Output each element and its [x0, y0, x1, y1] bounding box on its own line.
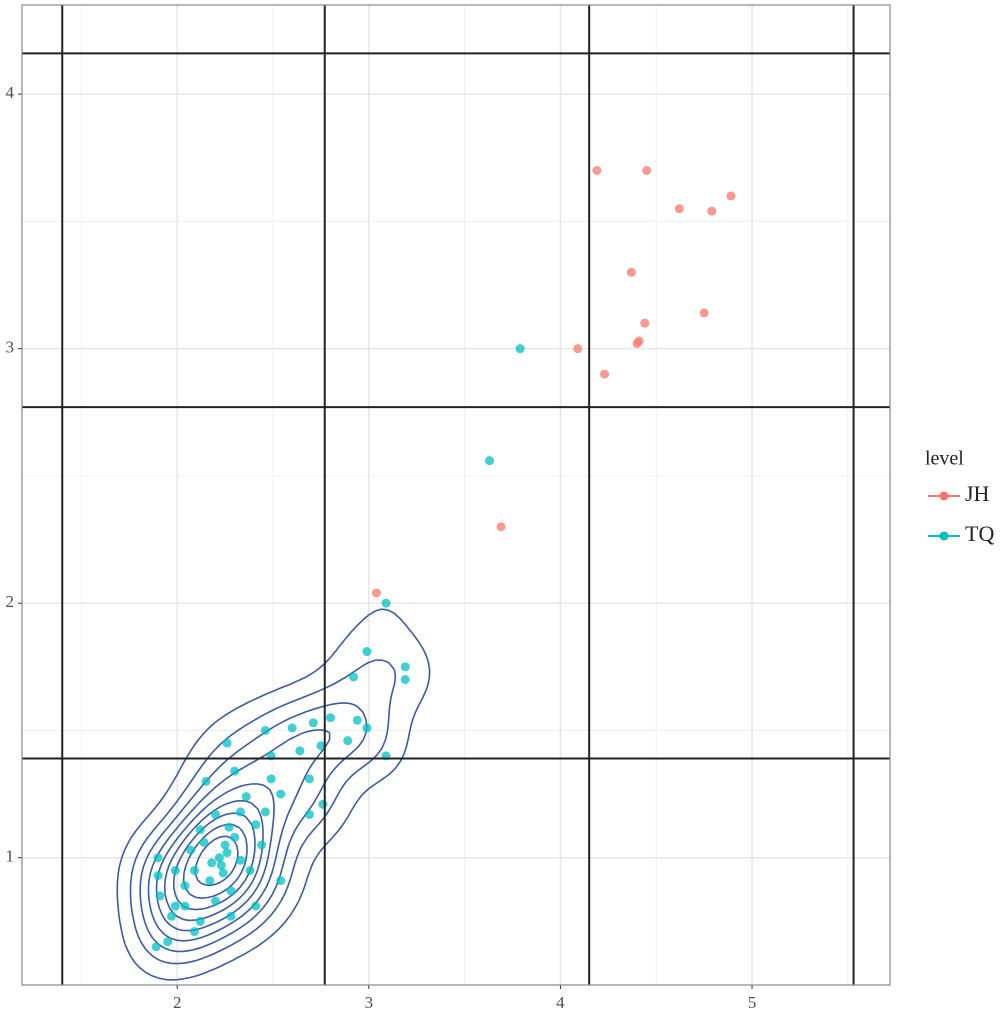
point [251, 820, 261, 830]
point [266, 774, 276, 784]
point [592, 165, 602, 175]
point [153, 853, 163, 863]
density-contour [139, 702, 368, 953]
point [170, 901, 180, 911]
legend-label: JH [965, 481, 990, 506]
point [211, 896, 221, 906]
y-tick-label: 4 [6, 83, 15, 102]
legend-title: level [925, 448, 964, 470]
y-tick-label: 1 [6, 847, 15, 866]
point [308, 718, 318, 728]
point [220, 840, 230, 850]
point [343, 736, 353, 746]
point [230, 832, 240, 842]
point [205, 876, 215, 886]
point [189, 865, 199, 875]
point [218, 868, 228, 878]
point [199, 837, 209, 847]
point [642, 165, 652, 175]
point [201, 776, 211, 786]
point [515, 344, 525, 354]
x-tick-label: 4 [556, 993, 565, 1012]
y-tick-label: 2 [6, 592, 15, 611]
point [230, 766, 240, 776]
x-tick-label: 2 [173, 993, 182, 1012]
point [674, 204, 684, 214]
point [348, 672, 358, 682]
point [626, 267, 636, 277]
point [211, 809, 221, 819]
point [260, 725, 270, 735]
point [287, 723, 297, 733]
y-tick-label: 3 [6, 338, 15, 357]
point [632, 339, 642, 349]
point [245, 865, 255, 875]
point [707, 206, 717, 216]
point [226, 911, 236, 921]
point [304, 774, 314, 784]
point [400, 675, 410, 685]
point [166, 911, 176, 921]
density-contour [147, 729, 331, 942]
point [155, 891, 165, 901]
density-contour [182, 823, 248, 899]
point [153, 871, 163, 881]
point [216, 860, 226, 870]
legend-key [939, 531, 949, 541]
point [362, 647, 372, 657]
point [207, 858, 217, 868]
point [222, 848, 232, 858]
point [400, 662, 410, 672]
point [640, 318, 650, 328]
point [257, 840, 267, 850]
density-contour [163, 799, 264, 922]
point [260, 807, 270, 817]
point [599, 369, 609, 379]
point [726, 191, 736, 201]
legend-label: TQ [965, 521, 994, 546]
point [318, 799, 328, 809]
point [195, 916, 205, 926]
point [276, 789, 286, 799]
x-tick-label: 5 [748, 993, 757, 1012]
point [189, 927, 199, 937]
density-contour [129, 659, 397, 965]
point [222, 738, 232, 748]
point [276, 876, 286, 886]
point [251, 901, 261, 911]
point [170, 865, 180, 875]
point [195, 825, 205, 835]
point [573, 344, 583, 354]
point [316, 741, 326, 751]
point [325, 713, 335, 723]
density-contour [116, 608, 431, 981]
point [362, 723, 372, 733]
panel-border [21, 4, 891, 986]
point [163, 937, 173, 947]
legend-key [939, 491, 949, 501]
x-tick-label: 3 [365, 993, 374, 1012]
point [304, 809, 314, 819]
point [381, 598, 391, 608]
point [496, 522, 506, 532]
point [186, 845, 196, 855]
panel [22, 5, 890, 985]
point [241, 792, 251, 802]
point [224, 822, 234, 832]
point [235, 855, 245, 865]
point [485, 456, 495, 466]
point [352, 715, 362, 725]
point [226, 886, 236, 896]
point [180, 901, 190, 911]
point [151, 942, 161, 952]
point [235, 807, 245, 817]
point [180, 881, 190, 891]
point [371, 588, 381, 598]
point [295, 746, 305, 756]
point [699, 308, 709, 318]
point [214, 853, 224, 863]
